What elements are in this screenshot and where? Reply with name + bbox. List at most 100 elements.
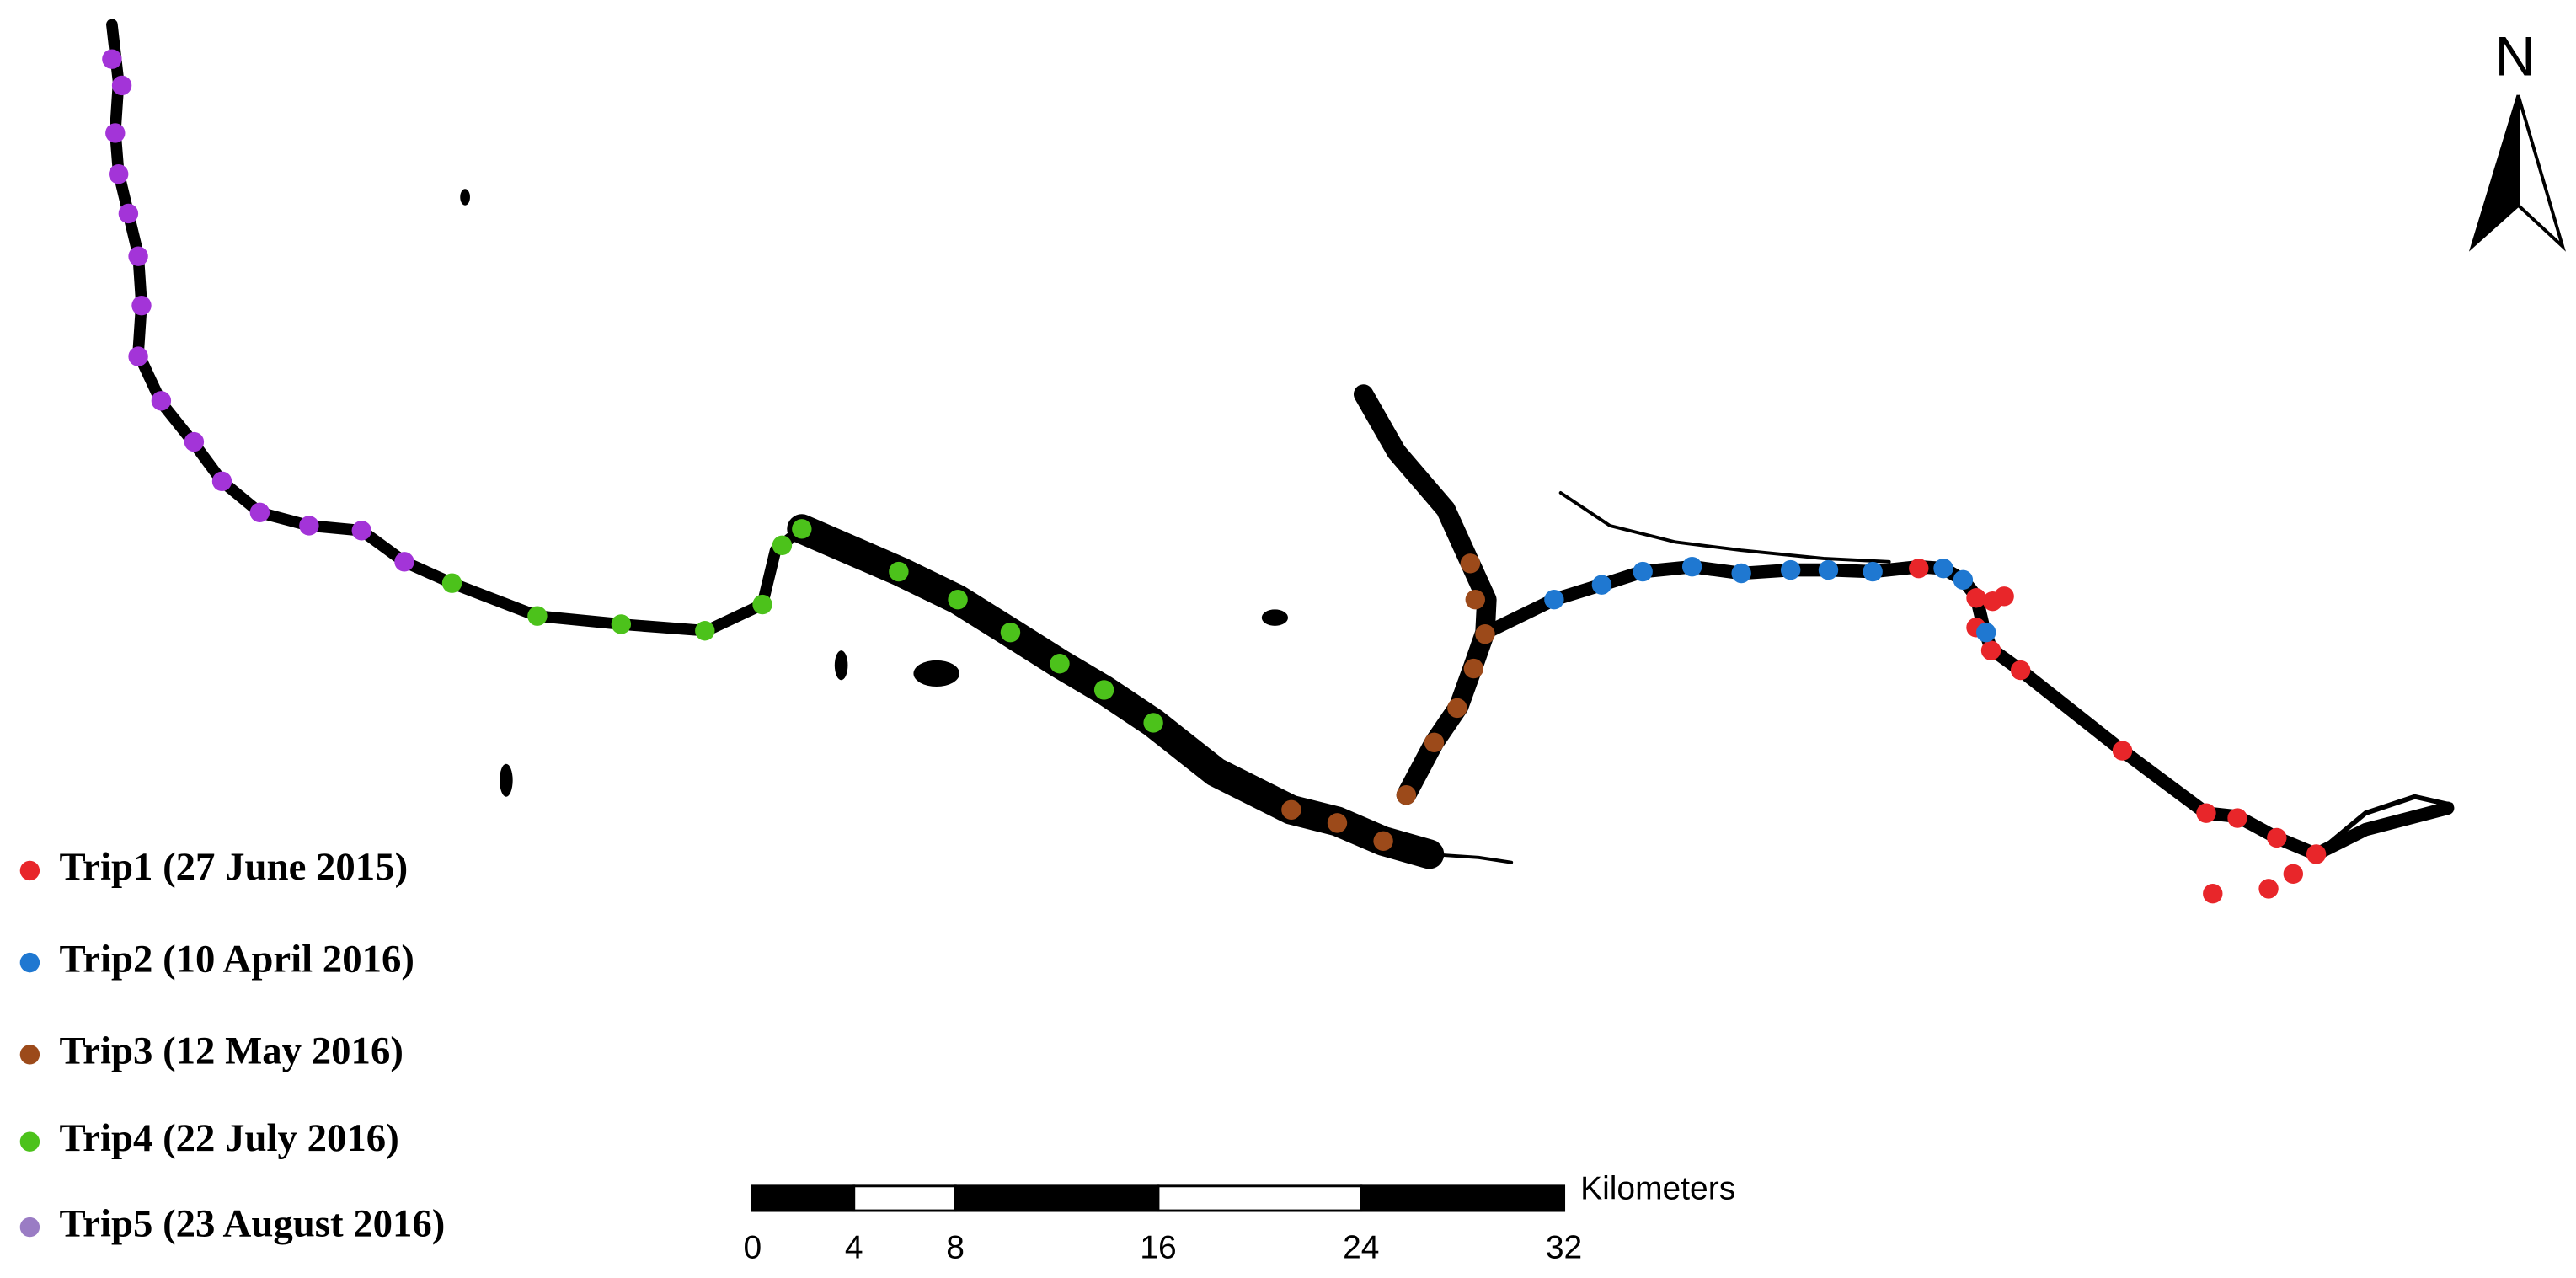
sampling-point bbox=[2283, 864, 2304, 885]
sampling-point bbox=[611, 614, 632, 634]
sampling-point bbox=[1143, 713, 1163, 733]
legend-swatch bbox=[19, 952, 40, 973]
sampling-point bbox=[105, 123, 126, 143]
river-branch bbox=[1558, 491, 1891, 564]
sampling-point bbox=[2227, 808, 2247, 828]
sampling-point bbox=[1780, 559, 1801, 580]
sampling-point bbox=[2112, 741, 2133, 761]
sampling-point bbox=[128, 346, 148, 366]
north-arrow-right bbox=[2516, 94, 2566, 252]
river-branch bbox=[2313, 794, 2454, 857]
river-tributary bbox=[1353, 384, 1497, 805]
sampling-point bbox=[889, 561, 909, 582]
legend-label: Trip1 (27 June 2015) bbox=[59, 845, 408, 889]
sampling-point bbox=[2258, 879, 2279, 899]
sampling-point bbox=[299, 516, 319, 536]
legend-swatch bbox=[19, 1217, 40, 1238]
lake bbox=[834, 650, 848, 681]
lake bbox=[913, 660, 960, 687]
lake bbox=[460, 189, 470, 206]
sampling-point bbox=[1373, 831, 1393, 852]
sampling-point bbox=[2306, 844, 2327, 864]
sampling-point bbox=[1447, 698, 1467, 719]
scale-segment bbox=[1157, 1184, 1363, 1212]
sampling-point bbox=[211, 471, 232, 492]
river-upper bbox=[106, 19, 808, 637]
sampling-point bbox=[948, 590, 968, 610]
sampling-point bbox=[108, 163, 129, 184]
legend-swatch bbox=[19, 1131, 40, 1152]
sampling-point bbox=[111, 75, 132, 96]
sampling-point bbox=[1818, 559, 1839, 580]
sampling-point bbox=[2010, 660, 2031, 681]
legend-label: Trip4 (22 July 2016) bbox=[59, 1116, 398, 1160]
sampling-point bbox=[2203, 884, 2223, 904]
legend-label: Trip2 (10 April 2016) bbox=[59, 937, 414, 981]
scale-tick-label: 0 bbox=[743, 1230, 762, 1266]
sampling-point bbox=[249, 502, 270, 523]
legend: Trip1 (27 June 2015) Trip2 (10 April 2016… bbox=[19, 845, 445, 1245]
sampling-point bbox=[2267, 827, 2287, 848]
sampling-point bbox=[441, 573, 462, 593]
sampling-point bbox=[1460, 553, 1481, 574]
sampling-point bbox=[1424, 732, 1445, 753]
sampling-point bbox=[772, 535, 793, 556]
sampling-points bbox=[102, 49, 2327, 904]
river bbox=[106, 19, 2455, 869]
sampling-point bbox=[131, 295, 152, 316]
legend-label: Trip3 (12 May 2016) bbox=[59, 1029, 403, 1073]
sampling-point bbox=[1731, 563, 1751, 584]
scale-segment bbox=[751, 1184, 856, 1212]
sampling-point bbox=[527, 606, 548, 626]
sampling-point bbox=[1681, 557, 1702, 577]
sampling-point bbox=[351, 521, 371, 541]
scale-segment bbox=[954, 1184, 1160, 1212]
sampling-point bbox=[1966, 588, 1986, 608]
river-lower bbox=[1480, 559, 2455, 861]
scale-tick-label: 32 bbox=[1546, 1230, 1582, 1266]
sampling-point bbox=[102, 49, 122, 69]
scale-segment bbox=[852, 1184, 957, 1212]
lake bbox=[1261, 609, 1288, 626]
river-branch bbox=[1427, 852, 1514, 864]
legend-label: Trip5 (23 August 2016) bbox=[59, 1201, 445, 1245]
sampling-point bbox=[1093, 680, 1114, 700]
sampling-point bbox=[1327, 813, 1348, 833]
north-arrow-left bbox=[2468, 94, 2520, 252]
north-label: N bbox=[2495, 26, 2536, 88]
sampling-point bbox=[1050, 654, 1070, 674]
sampling-point bbox=[1475, 623, 1495, 644]
sampling-point bbox=[1863, 561, 1883, 582]
scale-tick-label: 4 bbox=[845, 1230, 863, 1266]
scale-tick-label: 24 bbox=[1343, 1230, 1379, 1266]
sampling-point bbox=[1933, 558, 1953, 579]
scale-segment bbox=[1360, 1184, 1566, 1212]
sampling-point bbox=[1953, 569, 1974, 591]
north-arrow: N bbox=[2468, 26, 2566, 252]
sampling-point bbox=[1544, 590, 1564, 610]
sampling-point bbox=[695, 621, 715, 641]
sampling-point bbox=[151, 391, 172, 411]
scale-tick-label: 16 bbox=[1140, 1230, 1176, 1266]
sampling-point bbox=[1465, 590, 1485, 610]
sampling-point bbox=[752, 594, 772, 615]
sampling-point bbox=[1994, 586, 2014, 607]
legend-swatch bbox=[19, 860, 40, 881]
sampling-point bbox=[128, 246, 148, 266]
scale-tick-label: 8 bbox=[946, 1230, 965, 1266]
sampling-point bbox=[1396, 785, 1417, 805]
sampling-point bbox=[1980, 640, 2001, 660]
sampling-point bbox=[118, 203, 139, 224]
sampling-point bbox=[1633, 561, 1653, 582]
sampling-point bbox=[792, 519, 812, 539]
scale-bar: 0 4 8 16 24 32 Kilometers bbox=[743, 1170, 1735, 1265]
scale-unit: Kilometers bbox=[1580, 1170, 1735, 1206]
sampling-point bbox=[184, 431, 205, 452]
sampling-point bbox=[1000, 623, 1021, 643]
sampling-point bbox=[1281, 799, 1301, 820]
sampling-point bbox=[1975, 623, 1996, 643]
sampling-point bbox=[1909, 558, 1929, 579]
sampling-point bbox=[1591, 575, 1612, 595]
sampling-point bbox=[2196, 803, 2216, 823]
